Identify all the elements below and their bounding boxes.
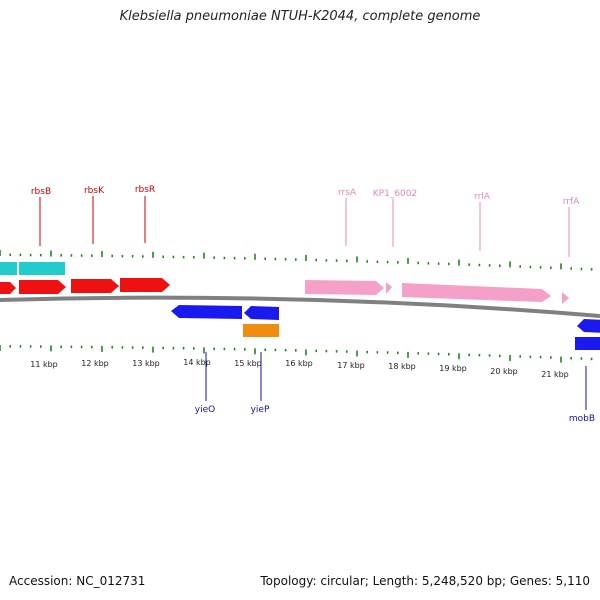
topology-text: Topology: circular; Length: 5,248,520 bp…: [260, 574, 590, 588]
gene-label-mobB[interactable]: mobB: [569, 414, 595, 424]
kbp-label: 19 kbp: [439, 364, 467, 373]
kbp-label: 16 kbp: [285, 359, 313, 368]
gene-labels: rbsB rbsK rbsR rrsA KP1_6002 rrlA rrfA y…: [31, 185, 595, 424]
kbp-label: 21 kbp: [541, 370, 569, 379]
feature-cyan-1[interactable]: [0, 262, 17, 275]
accession-text: Accession: NC_012731: [9, 574, 146, 588]
gene-label-rrlA[interactable]: rrlA: [474, 192, 491, 202]
kbp-label: 15 kbp: [234, 359, 262, 368]
upper-tick-row: [0, 250, 593, 271]
gene-leader-lines: [39, 196, 587, 410]
gene-mobB[interactable]: [575, 337, 600, 350]
gene-label-yieP[interactable]: yieP: [251, 405, 270, 415]
gene-label-rbsB[interactable]: rbsB: [31, 187, 51, 197]
gene-rrsA[interactable]: [305, 280, 384, 295]
gene-label-rrsA[interactable]: rrsA: [338, 188, 357, 198]
gene-rbsK[interactable]: [71, 279, 119, 293]
kbp-label: 18 kbp: [388, 362, 416, 371]
kbp-scale-labels: 11 kbp 12 kbp 13 kbp 14 kbp 15 kbp 16 kb…: [30, 358, 569, 379]
feature-cyan-2[interactable]: [19, 262, 65, 275]
gene-rrfA[interactable]: [562, 292, 569, 304]
gene-label-rbsR[interactable]: rbsR: [135, 185, 155, 195]
gene-yieP[interactable]: [244, 306, 279, 320]
feature-blue-right-1[interactable]: [577, 319, 600, 333]
reverse-strand-features: [171, 305, 600, 350]
gene-label-rrfA[interactable]: rrfA: [563, 197, 580, 207]
kbp-label: 13 kbp: [132, 359, 160, 368]
genome-title: Klebsiella pneumoniae NTUH-K2044, comple…: [119, 9, 481, 24]
gene-rbsB[interactable]: [19, 280, 66, 294]
kbp-label: 17 kbp: [337, 361, 365, 370]
genome-backbone: [0, 295, 600, 318]
kbp-label: 14 kbp: [183, 358, 211, 367]
gene-label-rbsK[interactable]: rbsK: [84, 186, 105, 196]
gene-label-KP1_6002[interactable]: KP1_6002: [373, 189, 417, 199]
feature-red-1[interactable]: [0, 282, 16, 294]
gene-yieO[interactable]: [171, 305, 242, 319]
kbp-label: 20 kbp: [490, 367, 518, 376]
forward-strand-features: [0, 262, 569, 304]
lower-tick-row: [0, 345, 593, 363]
gene-label-yieO[interactable]: yieO: [195, 405, 215, 415]
gene-rbsR[interactable]: [120, 278, 170, 292]
gene-KP1_6002[interactable]: [386, 282, 392, 294]
kbp-label: 12 kbp: [81, 359, 109, 368]
feature-orange[interactable]: [243, 324, 279, 337]
kbp-label: 11 kbp: [30, 360, 58, 369]
gene-rrlA[interactable]: [402, 283, 551, 302]
